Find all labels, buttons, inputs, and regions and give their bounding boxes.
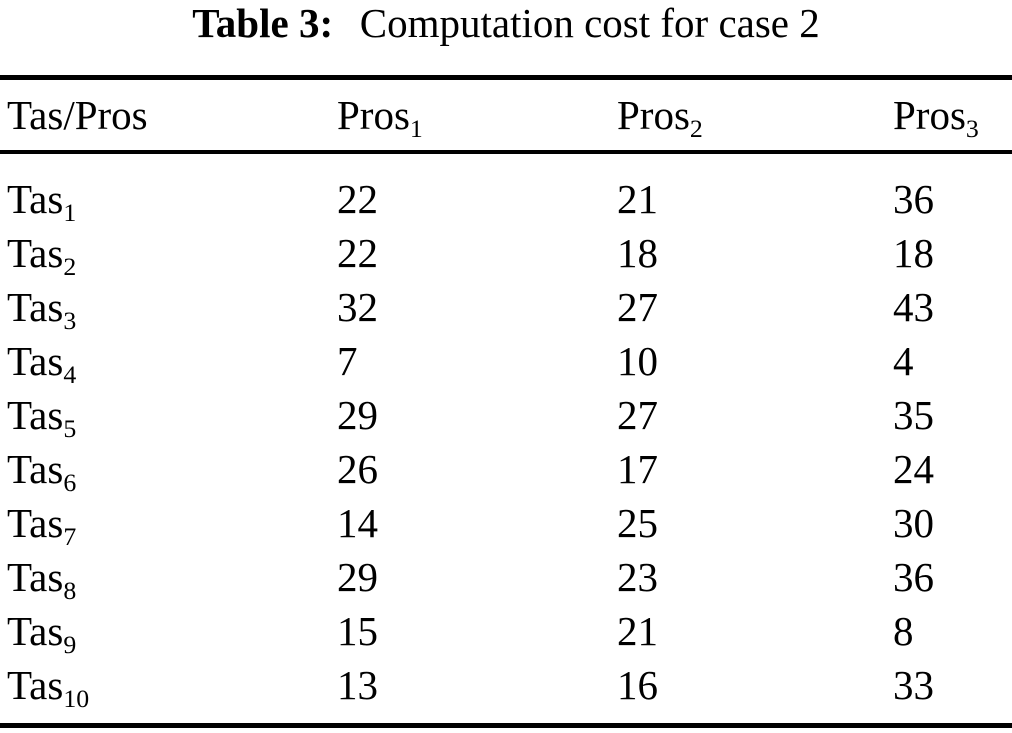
cost-cell: 13: [337, 661, 378, 708]
row-label-subscript: 2: [63, 251, 77, 281]
row-label-cell: Tas7: [0, 491, 337, 550]
row-label: Tas: [7, 445, 64, 492]
row-label: Tas: [7, 499, 64, 546]
row-label: Tas: [7, 337, 64, 384]
cost-cell: 21: [617, 607, 658, 654]
header-cell-pros2: Pros2: [617, 77, 893, 154]
cost-cell: 7: [337, 337, 358, 384]
row-label-subscript: 1: [63, 197, 77, 227]
row-label: Tas: [7, 175, 64, 222]
table-row: Tas7 14 25 30: [0, 491, 1012, 550]
cost-cell: 36: [893, 553, 934, 600]
cost-cell: 32: [337, 283, 378, 330]
cost-cell: 16: [617, 661, 658, 708]
row-label-cell: Tas1: [0, 152, 337, 226]
header-subscript: 3: [965, 114, 979, 144]
cost-cell: 4: [893, 337, 914, 384]
row-label: Tas: [7, 229, 64, 276]
cost-cell: 8: [893, 607, 914, 654]
table-caption-number: Table 3:: [192, 0, 334, 46]
table-row: Tas4 7 10 4: [0, 329, 1012, 388]
row-label-cell: Tas3: [0, 275, 337, 334]
row-label-subscript: 10: [63, 683, 90, 713]
cost-cell: 29: [337, 391, 378, 438]
cost-cell: 26: [337, 445, 378, 492]
header-cell-pros3: Pros3: [893, 77, 1012, 154]
table-row: Tas1 22 21 36: [0, 152, 1012, 226]
header-label: Tas/Pros: [7, 92, 148, 138]
row-label-subscript: 3: [63, 305, 77, 335]
table-row: Tas9 15 21 8: [0, 599, 1012, 658]
row-label: Tas: [7, 553, 64, 600]
header-label: Pros: [617, 92, 690, 138]
row-label: Tas: [7, 391, 64, 438]
cost-cell: 35: [893, 391, 934, 438]
row-label-subscript: 4: [63, 359, 77, 389]
row-label: Tas: [7, 283, 64, 330]
cost-cell: 21: [617, 175, 658, 222]
table-row: Tas3 32 27 43: [0, 275, 1012, 334]
table-row: Tas2 22 18 18: [0, 221, 1012, 280]
row-label-cell: Tas8: [0, 545, 337, 604]
computation-cost-table: Tas/Pros Pros1 Pros2 Pros3 Tas1 22 21 36…: [0, 75, 1012, 728]
cost-cell: 30: [893, 499, 934, 546]
row-label-cell: Tas9: [0, 599, 337, 658]
header-row: Tas/Pros Pros1 Pros2 Pros3: [0, 77, 1012, 154]
table-caption: Table 3: Computation cost for case 2: [0, 0, 1012, 75]
row-label-subscript: 5: [63, 413, 77, 443]
cost-cell: 36: [893, 175, 934, 222]
cost-cell: 15: [337, 607, 378, 654]
cost-cell: 24: [893, 445, 934, 492]
header-subscript: 1: [409, 114, 423, 144]
row-label-cell: Tas2: [0, 221, 337, 280]
row-label-cell: Tas6: [0, 437, 337, 496]
cost-cell: 17: [617, 445, 658, 492]
header-subscript: 2: [689, 114, 703, 144]
row-label-subscript: 6: [63, 467, 77, 497]
header-cell-pros1: Pros1: [337, 77, 617, 154]
cost-cell: 22: [337, 229, 378, 276]
cost-cell: 25: [617, 499, 658, 546]
row-label-subscript: 8: [63, 575, 77, 605]
cost-cell: 22: [337, 175, 378, 222]
cost-cell: 23: [617, 553, 658, 600]
cost-cell: 43: [893, 283, 934, 330]
row-label-cell: Tas4: [0, 329, 337, 388]
cost-cell: 10: [617, 337, 658, 384]
cost-cell: 27: [617, 283, 658, 330]
row-label: Tas: [7, 607, 64, 654]
row-label-cell: Tas5: [0, 383, 337, 442]
cost-cell: 27: [617, 391, 658, 438]
header-label: Pros: [893, 92, 966, 138]
cost-cell: 14: [337, 499, 378, 546]
header-label: Pros: [337, 92, 410, 138]
header-cell-tas-pros: Tas/Pros: [0, 77, 337, 154]
cost-cell: 18: [617, 229, 658, 276]
row-label-cell: Tas10: [0, 653, 337, 726]
table-row: Tas8 29 23 36: [0, 545, 1012, 604]
cost-cell: 29: [337, 553, 378, 600]
table-row: Tas6 26 17 24: [0, 437, 1012, 496]
table-row: Tas10 13 16 33: [0, 653, 1012, 726]
cost-cell: 33: [893, 661, 934, 708]
row-label-subscript: 9: [63, 629, 77, 659]
table-caption-text: Computation cost for case 2: [359, 0, 820, 46]
row-label-subscript: 7: [63, 521, 77, 551]
cost-cell: 18: [893, 229, 934, 276]
table-row: Tas5 29 27 35: [0, 383, 1012, 442]
row-label: Tas: [7, 661, 64, 708]
